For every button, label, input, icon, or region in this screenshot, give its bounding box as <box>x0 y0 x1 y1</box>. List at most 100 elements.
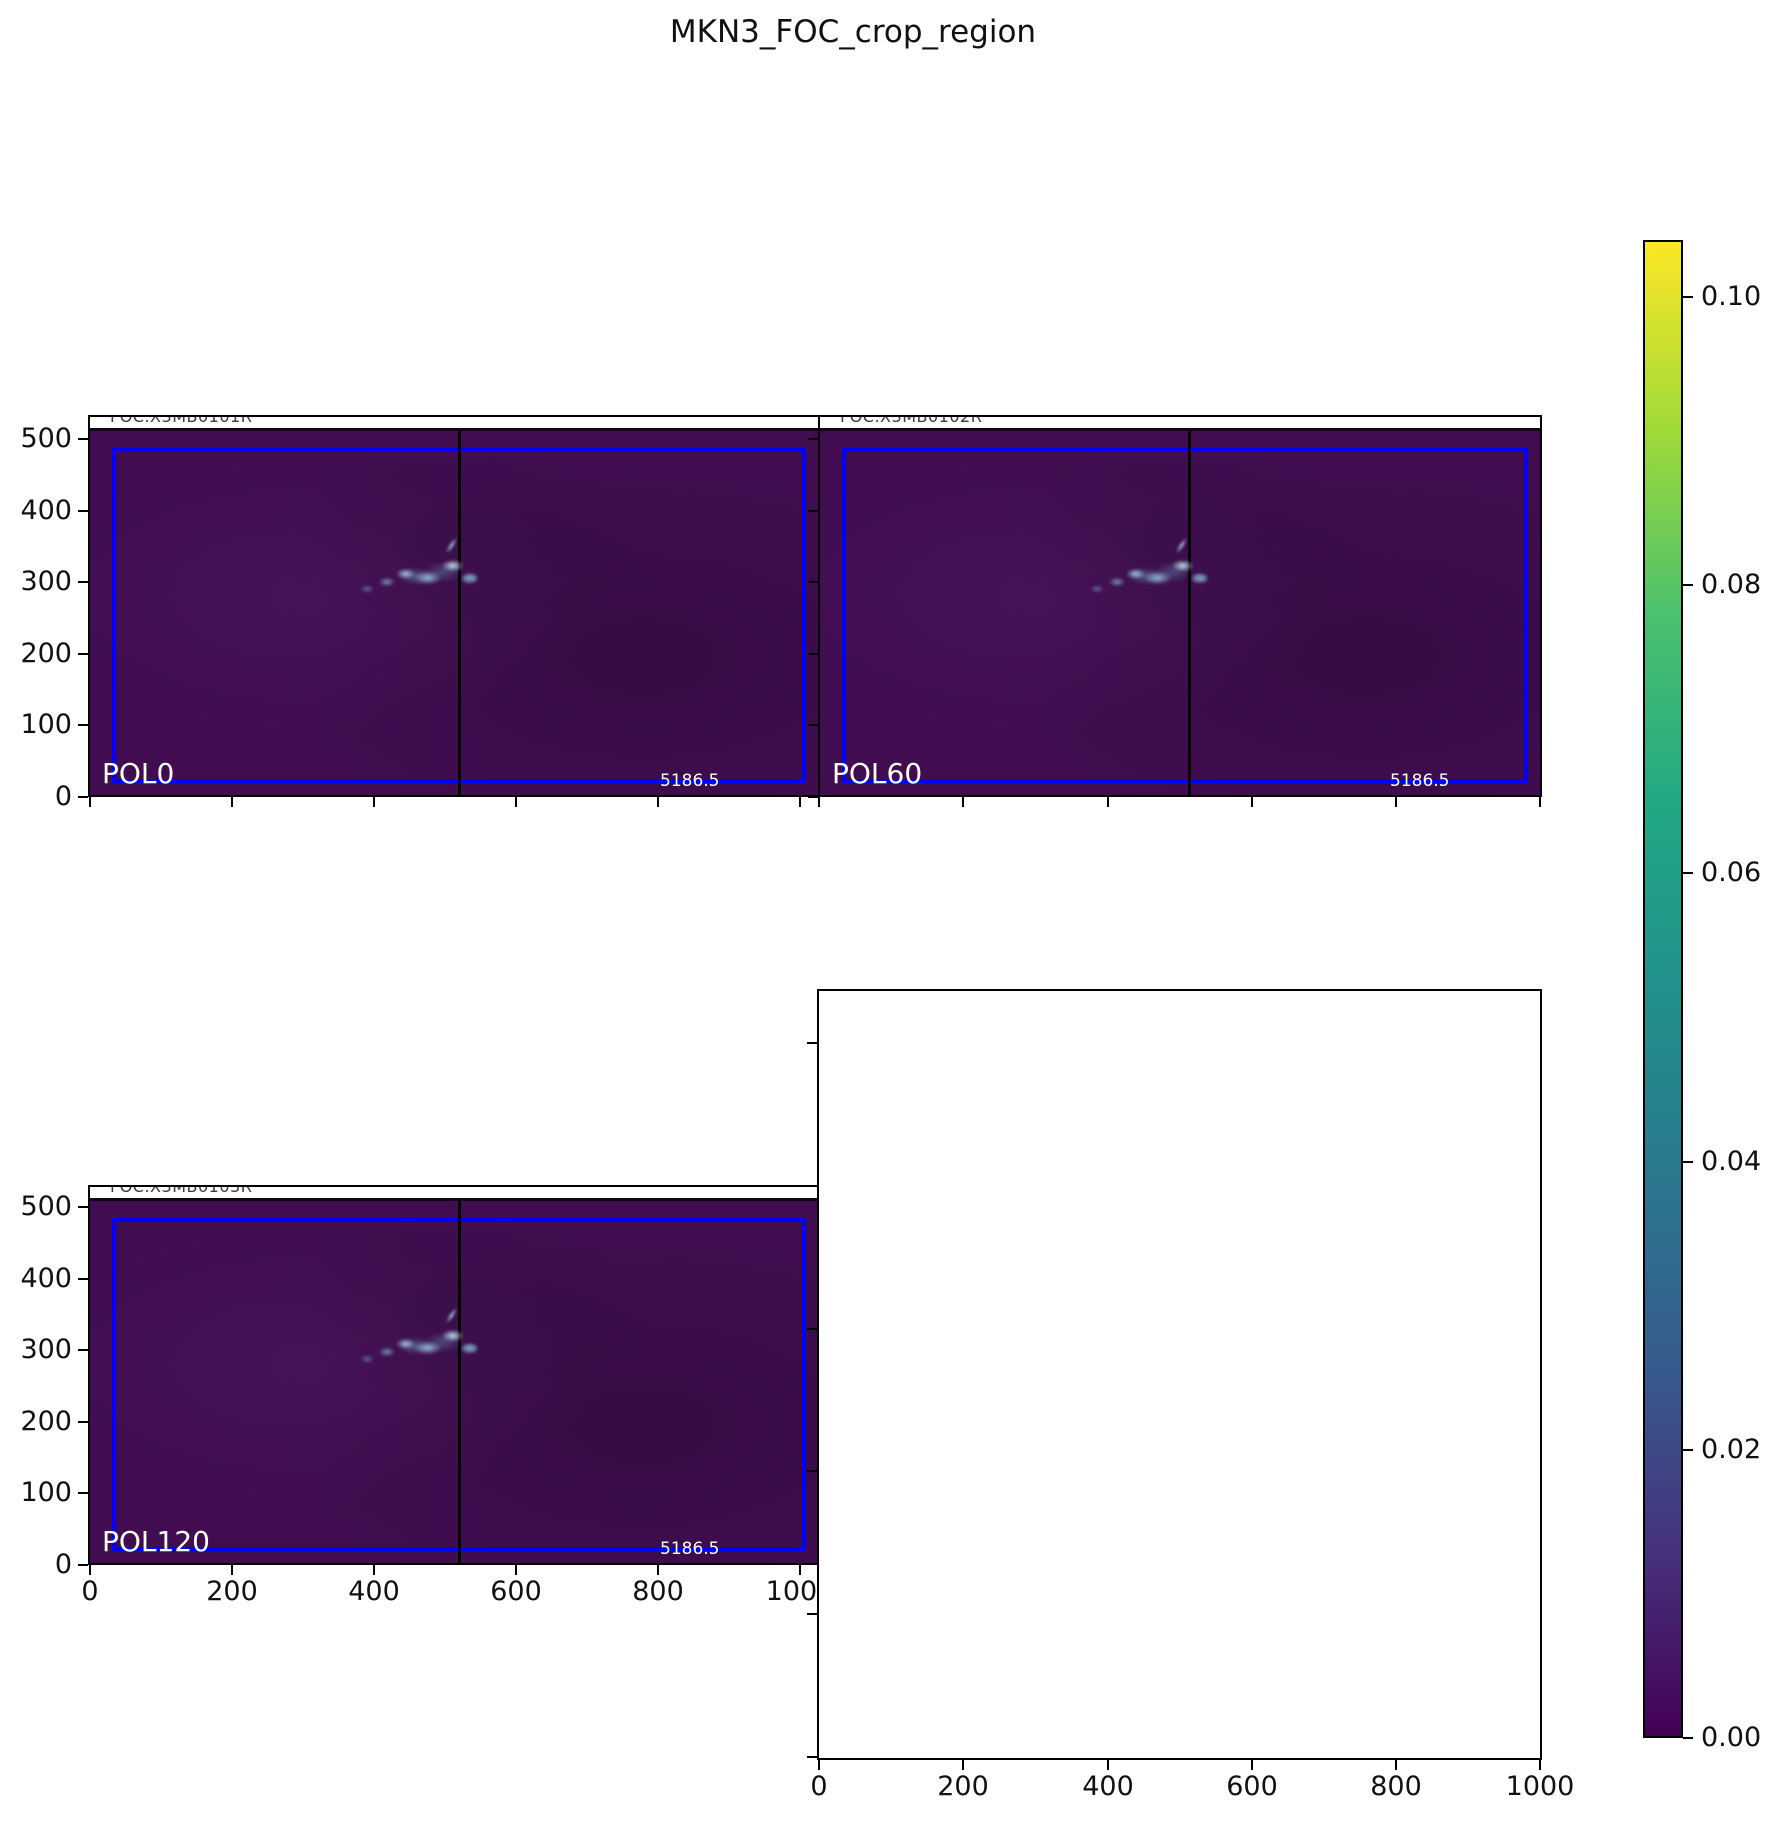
tick-label: 0.10 <box>1701 281 1762 312</box>
galaxy-source-blob <box>356 546 480 604</box>
figure-title: MKN3_FOC_crop_region <box>669 14 1037 50</box>
tick-label: 0 <box>810 1771 828 1802</box>
tick-mark <box>78 438 88 440</box>
detector-split-line <box>458 1201 461 1563</box>
galaxy-source-blob <box>356 1316 480 1374</box>
tick-mark <box>1251 797 1253 807</box>
obs-id-clip: FOC.X3MB0102R <box>840 417 982 428</box>
tick-mark <box>1683 296 1693 298</box>
tick-mark <box>231 797 233 807</box>
crop-region-rect <box>842 448 1528 783</box>
tick-mark <box>515 1565 517 1575</box>
tick-mark <box>373 797 375 807</box>
tick-mark <box>78 1564 88 1566</box>
detector-split-line <box>1188 431 1191 795</box>
tick-label: 100 <box>20 1477 72 1508</box>
tick-mark <box>962 797 964 807</box>
panel-pol0: FOC.X3MB0101R POL0 5186.5 <box>88 415 818 797</box>
obs-id-clip: FOC.X3MB0101R <box>110 417 252 428</box>
tick-label: 100 <box>20 709 72 740</box>
tick-mark <box>231 1565 233 1575</box>
tick-mark <box>1683 1737 1693 1739</box>
tick-label: 0.06 <box>1701 857 1762 888</box>
tick-mark <box>78 581 88 583</box>
tick-mark <box>818 1760 820 1770</box>
tick-label: 400 <box>348 1576 400 1607</box>
tick-mark <box>807 1756 817 1758</box>
pol-angle-label: POL0 <box>102 757 175 790</box>
tick-label: 0.00 <box>1701 1722 1762 1753</box>
panel-empty <box>817 989 1542 1760</box>
tick-label: 0.02 <box>1701 1434 1762 1465</box>
pol-angle-label: POL120 <box>102 1525 210 1558</box>
tick-label: 600 <box>490 1576 542 1607</box>
obs-id-text: FOC.X3MB0102R <box>840 417 982 428</box>
tick-mark <box>807 1042 817 1044</box>
tick-label: 0 <box>54 781 72 812</box>
panel-pol60: FOC.X3MB0102R POL60 5186.5 <box>818 415 1542 797</box>
tick-mark <box>1395 797 1397 807</box>
tick-label: 0 <box>81 1576 99 1607</box>
obs-id-clip: FOC.X3MB0103R <box>110 1187 252 1198</box>
colorbar <box>1643 240 1683 1738</box>
tick-mark <box>807 1613 817 1615</box>
tick-mark <box>1683 872 1693 874</box>
tick-mark <box>799 1565 801 1575</box>
foc-image-pol0: POL0 5186.5 <box>90 428 818 795</box>
tick-mark <box>78 796 88 798</box>
tick-label: 400 <box>1082 1771 1134 1802</box>
tick-label: 500 <box>20 1191 72 1222</box>
source-speck <box>1192 574 1207 583</box>
panel-pol120: FOC.X3MB0103R POL120 5186.5 <box>88 1185 818 1565</box>
tick-mark <box>78 1278 88 1280</box>
obs-id-text: FOC.X3MB0101R <box>110 417 252 428</box>
tick-label: 0.08 <box>1701 569 1762 600</box>
tick-mark <box>78 653 88 655</box>
tick-label: 500 <box>20 423 72 454</box>
tick-mark <box>1683 584 1693 586</box>
tick-label: 800 <box>632 1576 684 1607</box>
tick-mark <box>78 1206 88 1208</box>
tick-mark <box>1107 797 1109 807</box>
tick-mark <box>1107 1760 1109 1770</box>
source-speck <box>462 1344 477 1353</box>
tick-label: 200 <box>937 1771 989 1802</box>
tick-label: 200 <box>206 1576 258 1607</box>
galaxy-source-blob <box>1086 546 1210 604</box>
pol-angle-label: POL60 <box>832 757 923 790</box>
tick-mark <box>1539 797 1541 807</box>
tick-label: 600 <box>1226 1771 1278 1802</box>
tick-mark <box>1539 1760 1541 1770</box>
tick-mark <box>89 797 91 807</box>
corner-value-label: 5186.5 <box>660 771 720 791</box>
tick-mark <box>1683 1161 1693 1163</box>
tick-mark <box>1395 1760 1397 1770</box>
tick-mark <box>515 797 517 807</box>
corner-value-label: 5186.5 <box>660 1539 720 1559</box>
source-speck <box>462 574 477 583</box>
tick-mark <box>1251 1760 1253 1770</box>
detector-split-line <box>458 431 461 795</box>
tick-mark <box>78 510 88 512</box>
tick-label: 800 <box>1370 1771 1422 1802</box>
tick-mark <box>657 1565 659 1575</box>
tick-mark <box>657 797 659 807</box>
tick-label: 400 <box>20 1263 72 1294</box>
tick-mark <box>78 1492 88 1494</box>
tick-label: 400 <box>20 495 72 526</box>
tick-mark <box>78 1349 88 1351</box>
tick-label: 300 <box>20 1334 72 1365</box>
tick-mark <box>78 724 88 726</box>
tick-mark <box>89 1565 91 1575</box>
tick-label: 0 <box>54 1549 72 1580</box>
tick-label: 200 <box>20 1406 72 1437</box>
tick-mark <box>78 1421 88 1423</box>
tick-mark <box>373 1565 375 1575</box>
tick-mark <box>799 797 801 807</box>
tick-label: 200 <box>20 638 72 669</box>
foc-image-pol120: POL120 5186.5 <box>90 1198 818 1563</box>
tick-label: 1000 <box>1505 1771 1575 1802</box>
tick-mark <box>962 1760 964 1770</box>
tick-label: 0.04 <box>1701 1146 1762 1177</box>
